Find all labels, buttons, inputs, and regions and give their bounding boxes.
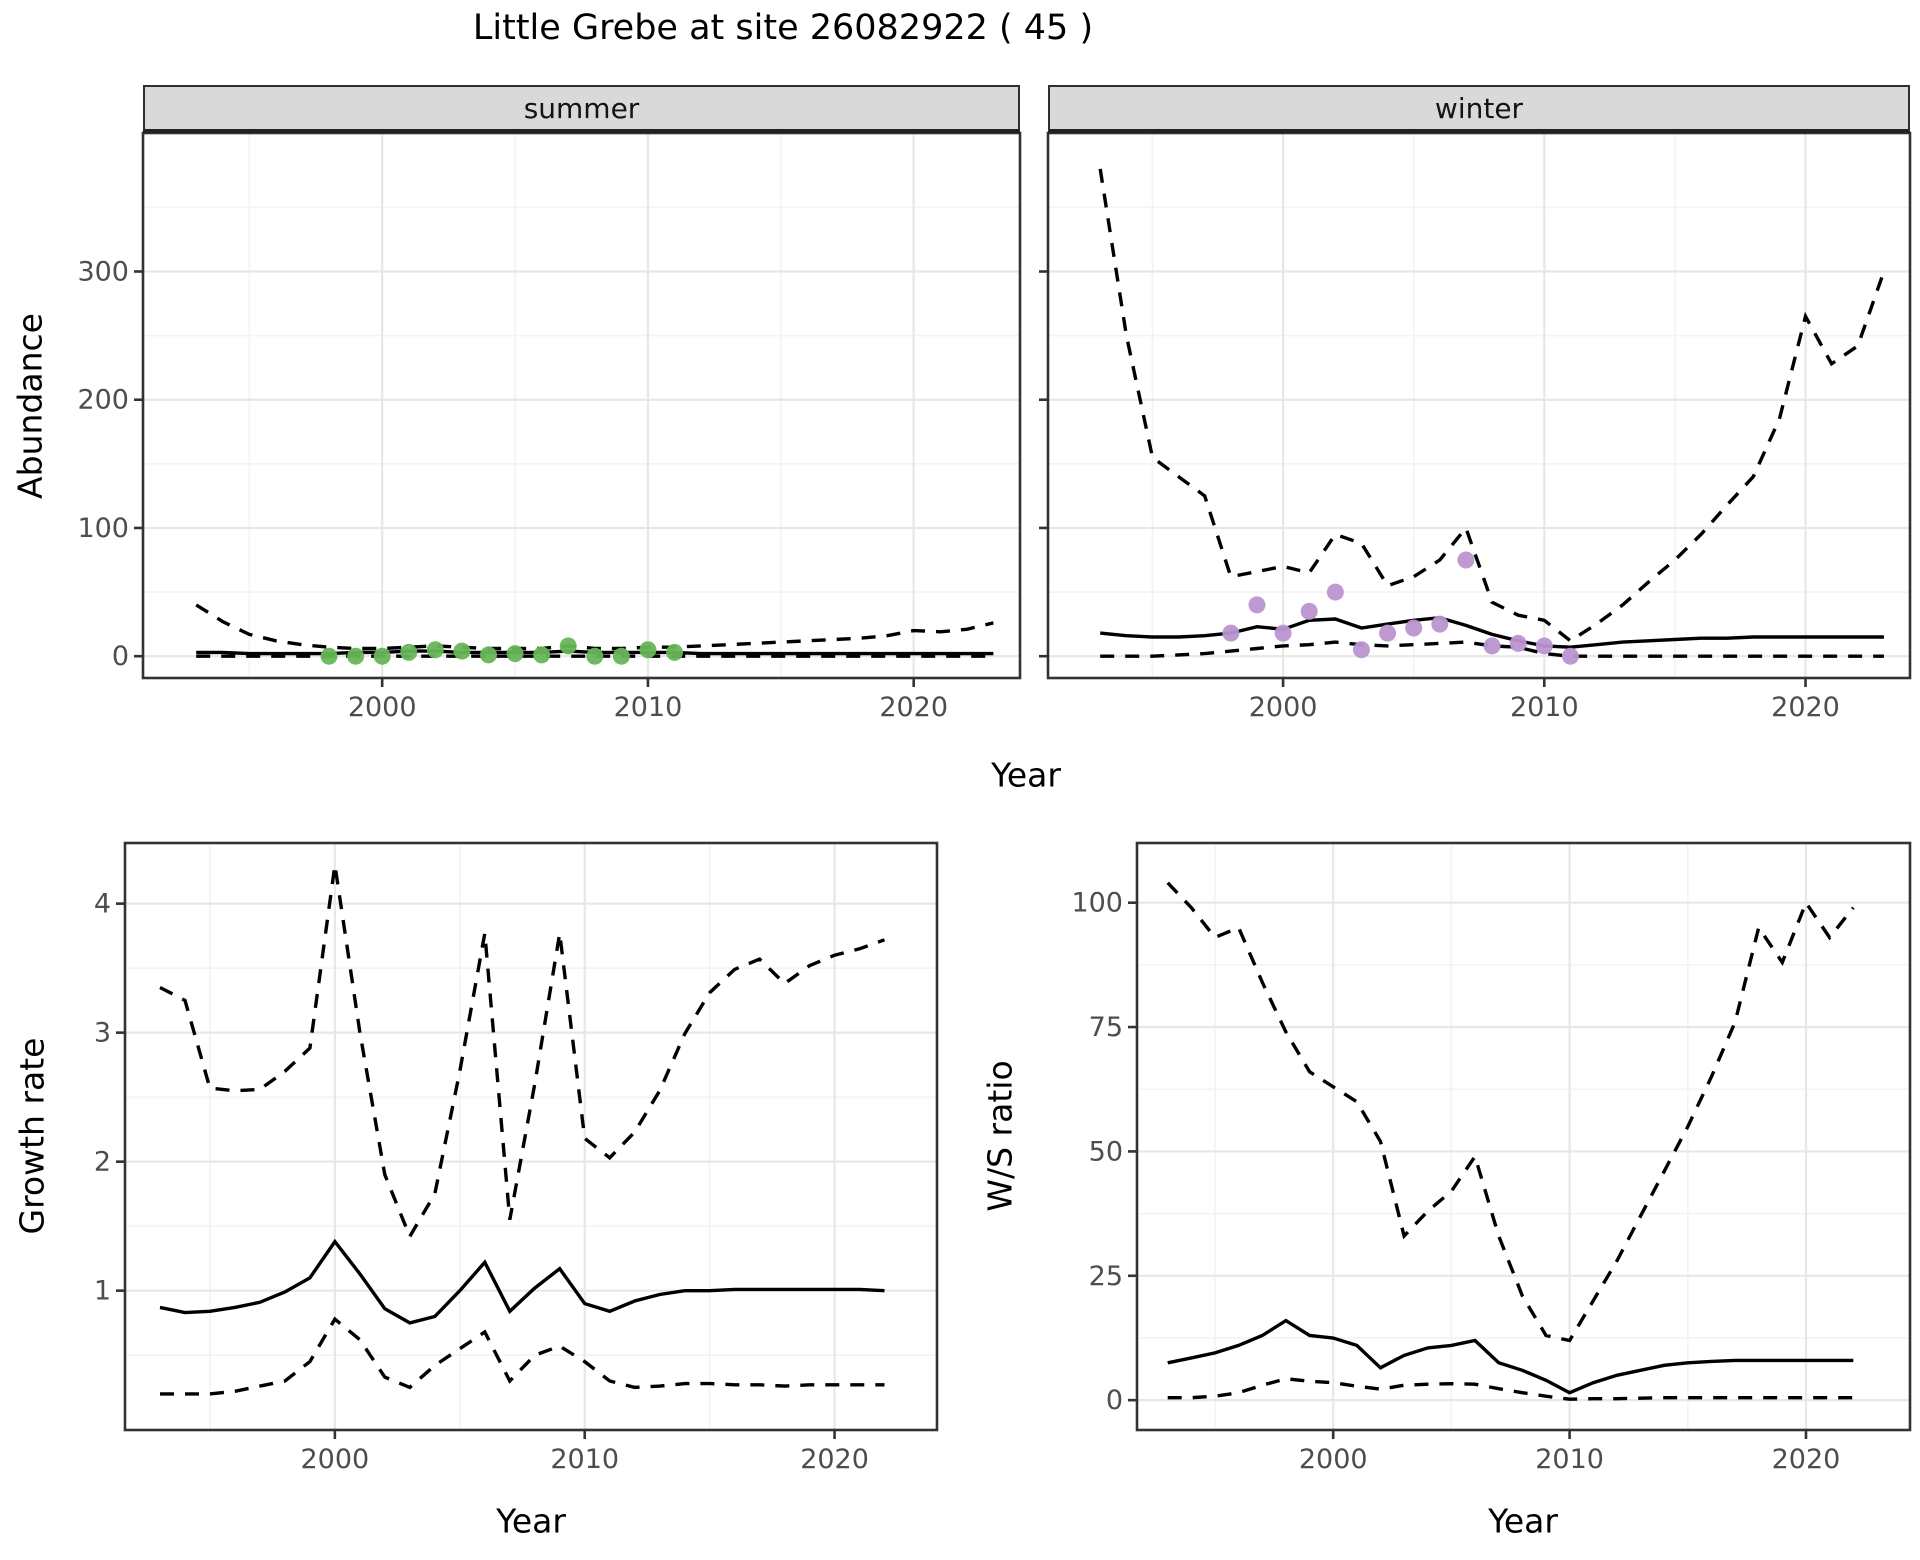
- abundance-summer-data-point: [373, 647, 391, 665]
- abundance-summer-data-point: [612, 647, 630, 665]
- ws-ratio-y-tick-label: 0: [1106, 1385, 1123, 1416]
- abundance-summer-panel-border: [141, 131, 1022, 680]
- x-axis-title-year-bottom-right: Year: [1488, 1501, 1558, 1541]
- abundance-winter-data-point: [1274, 624, 1292, 642]
- abundance-summer-data-point: [506, 645, 524, 663]
- abundance-winter-data-point: [1561, 647, 1579, 665]
- y-axis-title-abundance: Abundance: [10, 313, 50, 499]
- facet-strip-winter: winter: [1048, 85, 1910, 133]
- growth-rate-panel-bg: [125, 843, 937, 1430]
- abundance-summer-panel-bg: [143, 133, 1020, 678]
- growth-rate-panel-border: [123, 841, 939, 1432]
- growth-rate-y-tick-label: 1: [94, 1276, 111, 1307]
- growth-rate-series-lower-ci: [160, 1316, 885, 1396]
- ws-ratio-series-fit: [1167, 1318, 1854, 1395]
- abundance-summer-data-point: [453, 642, 471, 660]
- ws-ratio-y-tick-label: 50: [1089, 1136, 1123, 1167]
- ws-ratio-panel-bg: [1137, 843, 1910, 1430]
- abundance-summer-x-tick-label: 2000: [348, 692, 417, 723]
- facet-strip-summer-label: summer: [523, 91, 640, 125]
- ws-ratio-series-lower-ci: [1167, 1377, 1854, 1401]
- y-axis-title-ws-ratio: W/S ratio: [980, 1060, 1020, 1212]
- ws-ratio-x-tick-label: 2020: [1772, 1444, 1841, 1475]
- abundance-summer-y-tick-label: 100: [77, 513, 129, 544]
- abundance-summer-data-point: [586, 647, 604, 665]
- abundance-winter-data-point: [1431, 615, 1449, 633]
- abundance-summer-x-tick-label: 2010: [614, 692, 683, 723]
- abundance-winter-panel-border: [1046, 131, 1912, 680]
- ws-ratio-series-upper-ci: [1166, 881, 1855, 1343]
- abundance-winter-series-lower-ci: [1100, 640, 1884, 658]
- y-axis-title-growth-rate: Growth rate: [12, 1037, 52, 1235]
- abundance-winter-data-point: [1405, 619, 1423, 637]
- abundance-summer-data-point: [479, 646, 497, 664]
- ws-ratio-y-tick-label: 75: [1089, 1012, 1123, 1043]
- growth-rate-y-tick-label: 2: [94, 1147, 111, 1178]
- abundance-winter-data-point: [1326, 583, 1344, 601]
- growth-rate-x-tick-label: 2000: [301, 1444, 370, 1475]
- abundance-winter-data-point: [1300, 602, 1318, 620]
- growth-rate-x-tick-label: 2010: [550, 1444, 619, 1475]
- abundance-summer-y-tick-label: 300: [77, 256, 129, 287]
- abundance-winter-data-point: [1248, 596, 1266, 614]
- abundance-winter-panel-bg: [1048, 133, 1910, 678]
- growth-rate-y-tick-label: 4: [94, 889, 111, 920]
- abundance-summer-y-tick-label: 0: [112, 641, 129, 672]
- abundance-summer-data-point: [400, 643, 418, 661]
- facet-strip-winter-label: winter: [1434, 91, 1524, 125]
- abundance-summer-x-tick-label: 2020: [879, 692, 948, 723]
- abundance-winter-data-point: [1222, 624, 1240, 642]
- x-axis-title-year-top: Year: [991, 755, 1061, 795]
- abundance-summer-data-point: [666, 643, 684, 661]
- x-axis-title-year-bottom-left: Year: [496, 1501, 566, 1541]
- abundance-summer-y-tick-label: 200: [77, 385, 129, 416]
- figure-title: Little Grebe at site 26082922 ( 45 ): [472, 8, 1094, 48]
- ws-ratio-y-tick-label: 25: [1089, 1261, 1123, 1292]
- abundance-summer-data-point: [320, 647, 338, 665]
- abundance-summer-data-point: [347, 647, 365, 665]
- abundance-winter-data-point: [1352, 641, 1370, 659]
- facet-strip-summer: summer: [143, 85, 1020, 133]
- growth-rate-series-fit: [159, 1238, 885, 1325]
- abundance-summer-data-point: [559, 637, 577, 655]
- abundance-winter-data-point: [1483, 637, 1501, 655]
- abundance-summer-data-point: [639, 641, 657, 659]
- abundance-winter-data-point: [1535, 637, 1553, 655]
- abundance-winter-data-point: [1379, 624, 1397, 642]
- growth-rate-y-tick-label: 3: [94, 1018, 111, 1049]
- growth-rate-x-tick-label: 2020: [800, 1444, 869, 1475]
- abundance-summer-data-point: [426, 641, 444, 659]
- abundance-winter-x-tick-label: 2010: [1510, 692, 1579, 723]
- ws-ratio-panel-border: [1135, 841, 1912, 1432]
- ws-ratio-y-tick-label: 100: [1071, 888, 1123, 919]
- ws-ratio-x-tick-label: 2000: [1299, 1444, 1368, 1475]
- ws-ratio-x-tick-label: 2010: [1535, 1444, 1604, 1475]
- abundance-winter-data-point: [1457, 551, 1475, 569]
- abundance-winter-x-tick-label: 2020: [1771, 692, 1840, 723]
- abundance-winter-x-tick-label: 2000: [1249, 692, 1318, 723]
- abundance-summer-data-point: [533, 646, 551, 664]
- abundance-winter-series-upper-ci: [1098, 168, 1886, 643]
- abundance-winter-data-point: [1509, 634, 1527, 652]
